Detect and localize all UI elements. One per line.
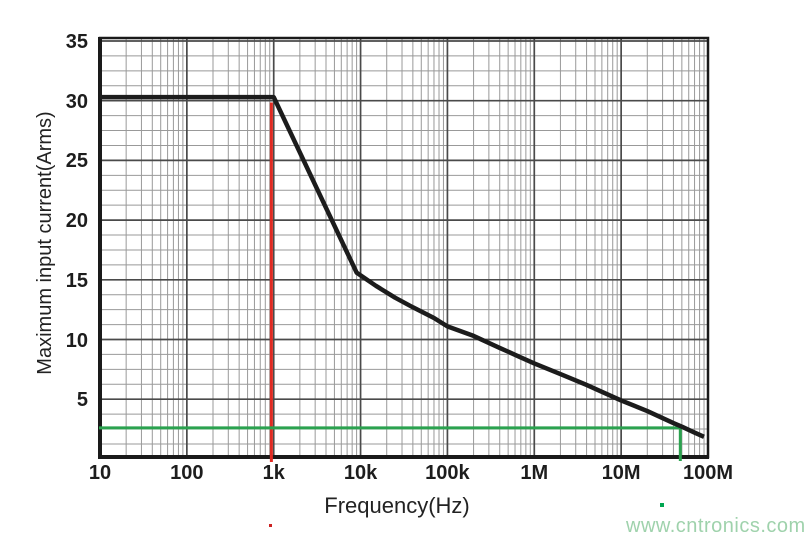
watermark-text: www.cntronics.com (626, 515, 806, 537)
red-dot-artifact (269, 524, 272, 527)
y-tick-label: 15 (65, 269, 88, 292)
y-tick-label: 25 (65, 150, 88, 173)
x-tick-label: 10 (88, 462, 112, 484)
x-axis-title: Frequency(Hz) (324, 493, 470, 518)
x-tick-label: 1k (262, 462, 285, 484)
x-tick-label: 10M (601, 462, 641, 484)
x-tick-label: 100k (425, 462, 470, 484)
x-tick-label: 100M (682, 462, 734, 484)
y-tick-label: 10 (65, 329, 88, 352)
y-tick-label: 20 (65, 210, 88, 233)
series-maximum-input-current (100, 94, 705, 439)
y-tick-label: 30 (65, 90, 88, 113)
y-tick-label: 35 (65, 30, 88, 53)
x-tick-label: 10k (343, 462, 378, 484)
y-tick-label: 5 (76, 389, 88, 412)
x-tick-label: 1M (520, 462, 549, 484)
x-tick-label: 100 (170, 462, 204, 484)
green-dot-artifact (660, 503, 664, 507)
